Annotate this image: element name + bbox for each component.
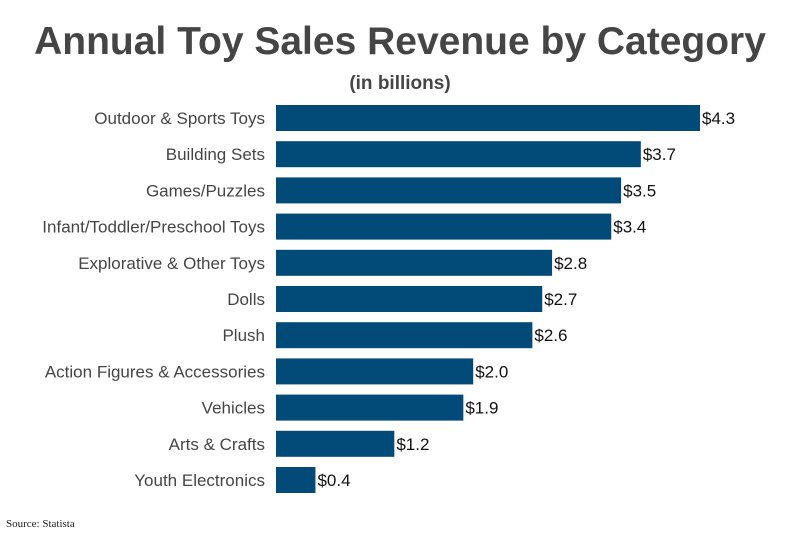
bar — [276, 467, 316, 493]
chart-subtitle: (in billions) — [349, 73, 451, 94]
category-label: Explorative & Other Toys — [78, 254, 265, 273]
chart-title: Annual Toy Sales Revenue by Category — [34, 20, 766, 63]
data-label: $4.3 — [702, 109, 735, 128]
category-label: Youth Electronics — [134, 471, 265, 490]
bar — [276, 105, 700, 131]
category-label: Building Sets — [166, 145, 265, 164]
category-label: Plush — [222, 326, 265, 345]
bar — [276, 286, 543, 312]
bar — [276, 213, 612, 240]
data-label: $1.9 — [465, 399, 498, 418]
data-label: $3.4 — [613, 218, 646, 237]
category-label: Games/Puzzles — [146, 181, 265, 200]
source-note: Source: Statista — [6, 518, 75, 530]
bar — [276, 358, 474, 385]
data-label: $3.7 — [643, 145, 676, 164]
category-label: Vehicles — [202, 399, 265, 418]
data-label: $2.8 — [554, 254, 587, 273]
data-label: $2.7 — [544, 290, 577, 309]
data-label: $3.5 — [623, 181, 656, 200]
category-label: Action Figures & Accessories — [45, 362, 265, 381]
bar — [276, 141, 641, 168]
category-label: Dolls — [227, 290, 265, 309]
data-label: $2.6 — [534, 326, 567, 345]
category-label: Infant/Toddler/Preschool Toys — [42, 218, 265, 237]
bar — [276, 177, 622, 204]
bar — [276, 249, 553, 276]
data-label: $1.2 — [396, 435, 429, 454]
category-label: Arts & Crafts — [169, 435, 265, 454]
data-label: $0.4 — [317, 471, 350, 490]
bar — [276, 394, 464, 421]
bar — [276, 430, 395, 457]
category-label: Outdoor & Sports Toys — [94, 109, 265, 128]
data-label: $2.0 — [475, 362, 508, 381]
bar — [276, 322, 533, 349]
